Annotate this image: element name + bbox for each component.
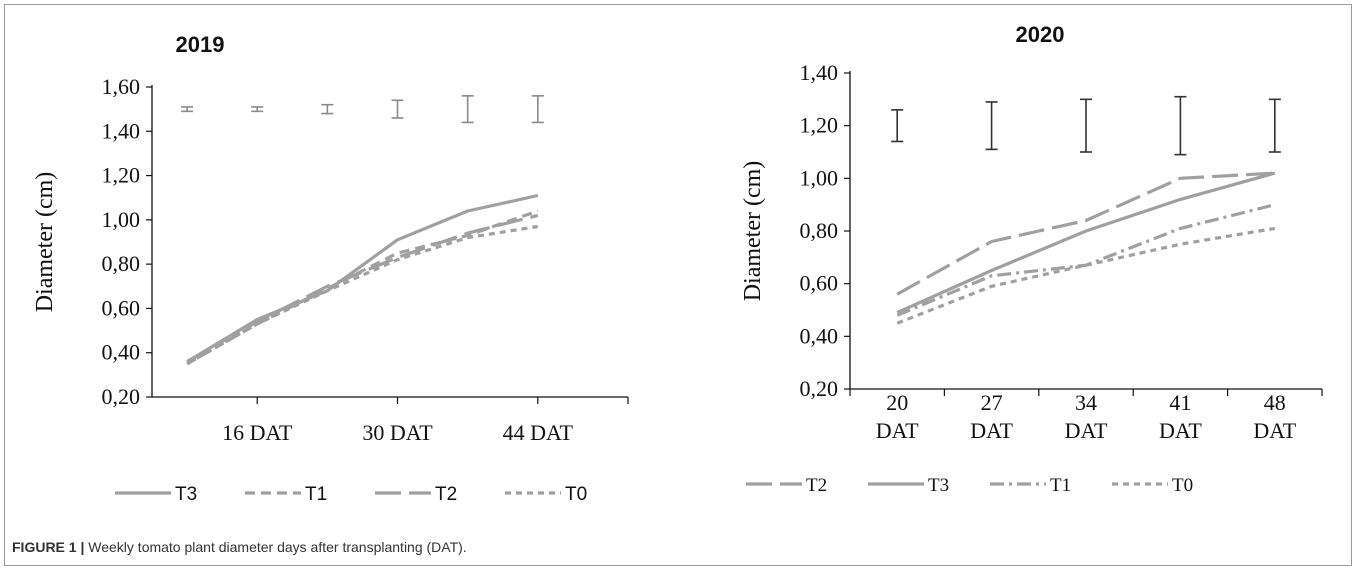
- x-tick-label: 34 DAT: [1065, 390, 1108, 443]
- y-tick-label: 0,60: [102, 295, 141, 320]
- y-tick-label: 1,60: [102, 74, 141, 99]
- x-tick-label: 41 DAT: [1159, 390, 1202, 443]
- y-tick-label: 1,00: [102, 207, 141, 232]
- x-tick-label: 30 DAT: [362, 420, 433, 445]
- series-line-t1: [186, 209, 539, 366]
- error-bar: [531, 95, 544, 124]
- x-tick-label: 27 DAT: [970, 390, 1013, 443]
- y-tick-label: 1,20: [800, 113, 839, 138]
- error-bar: [321, 103, 334, 115]
- y-tick-label: 0,80: [800, 218, 839, 243]
- figure-caption: FIGURE 1 | Weekly tomato plant diameter …: [12, 539, 467, 555]
- figure-frame: [4, 4, 1352, 566]
- y-tick-label: 0,20: [800, 376, 839, 401]
- series-line-t3: [896, 171, 1276, 315]
- y-axis-label: Diameter (cm): [32, 172, 58, 313]
- y-tick-label: 1,20: [102, 163, 141, 188]
- x-tick-label: 44 DAT: [503, 420, 574, 445]
- legend-label-t3: T3: [175, 484, 197, 505]
- error-bar: [251, 106, 264, 113]
- error-bar: [181, 106, 194, 113]
- y-tick-label: 1,40: [102, 118, 141, 143]
- y-tick-label: 0,80: [102, 251, 141, 276]
- legend-label-t0: T0: [565, 484, 587, 505]
- x-tick-label: 16 DAT: [222, 420, 293, 445]
- legend-label-t2: T2: [435, 484, 457, 505]
- error-bar: [1174, 95, 1187, 156]
- y-tick-label: 0,40: [102, 340, 141, 365]
- legend-label-t1: T1: [305, 484, 327, 505]
- y-tick-label: 1,00: [800, 165, 839, 190]
- error-bar: [391, 99, 404, 119]
- caption-text: Weekly tomato plant diameter days after …: [84, 539, 467, 555]
- chart-2019: 2019 Diameter (cm) 0,20 0,40 0,60 0,80 1,00 1,2…: [32, 32, 629, 505]
- series-line-t2: [896, 171, 1275, 296]
- legend-label-t0: T0: [1172, 475, 1193, 496]
- x-tick-label: 48 DAT: [1253, 390, 1296, 443]
- legend-label-t1: T1: [1050, 475, 1071, 496]
- series-line-t2: [186, 213, 539, 363]
- chart-title: 2019: [176, 32, 225, 57]
- series-line-t3: [186, 193, 539, 363]
- caption-label: FIGURE 1 |: [12, 539, 85, 555]
- y-tick-label: 0,40: [800, 323, 839, 348]
- y-axis-label: Diameter (cm): [740, 161, 766, 302]
- legend-label-t3: T3: [928, 475, 949, 496]
- error-bar: [985, 101, 998, 151]
- series-line-t0: [186, 224, 539, 366]
- chart-title: 2020: [1016, 22, 1065, 47]
- error-bar: [891, 109, 904, 143]
- legend-label-t2: T2: [806, 475, 827, 496]
- y-tick-label: 1,40: [800, 60, 839, 85]
- y-tick-label: 0,60: [800, 271, 839, 296]
- y-tick-label: 0,20: [102, 384, 141, 409]
- series-line-t0: [896, 226, 1276, 325]
- x-tick-label: 20 DAT: [876, 390, 919, 443]
- chart-2020: 2020 Diameter (cm) 0,20 0,40 0,60 0,80 1,00 1,2…: [740, 22, 1323, 496]
- error-bar: [1268, 98, 1281, 153]
- error-bar: [1080, 98, 1092, 153]
- error-bar: [461, 95, 474, 124]
